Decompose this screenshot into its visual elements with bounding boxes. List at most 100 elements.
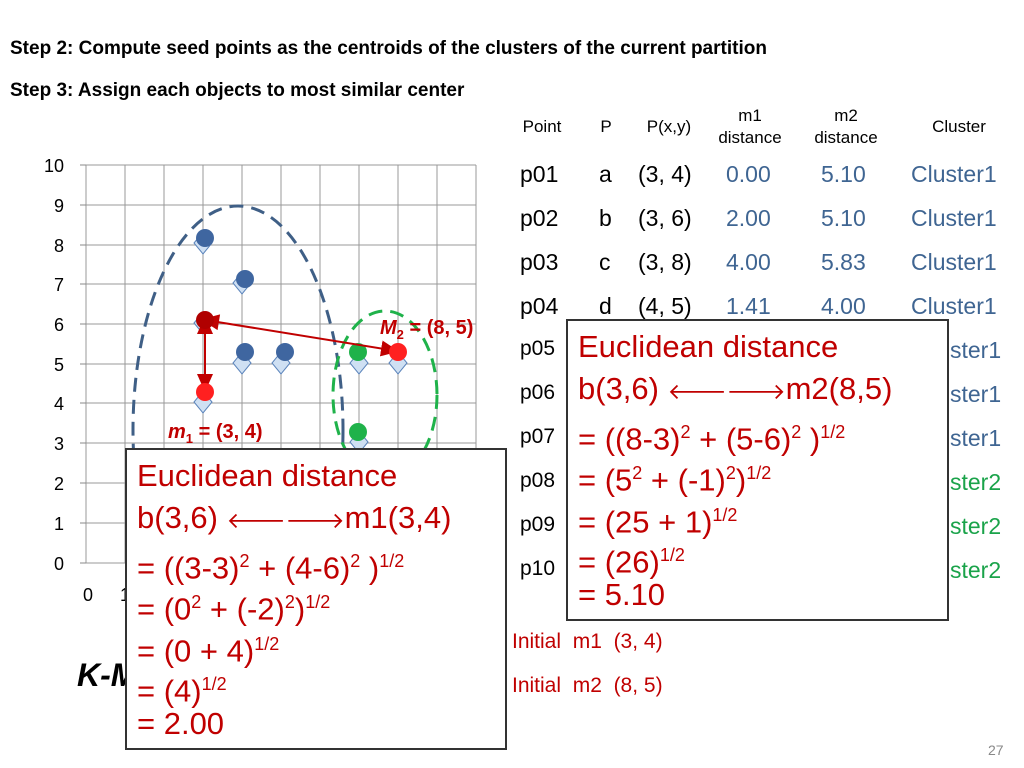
callout-m1-line6: = (4)1/2 xyxy=(137,673,227,709)
row4-point: p04 xyxy=(520,293,559,319)
callout-m1-line5: = (0 + 4)1/2 xyxy=(137,633,280,669)
callout-m1-line2: b(3,6) 🡐🡒m1(3,4) xyxy=(137,500,452,535)
centroid-m2 xyxy=(389,343,407,361)
header-m2-line2: distance xyxy=(814,128,878,147)
header-m2-line1: m2 xyxy=(834,106,858,125)
initial-m1-value: (3, 4) xyxy=(613,630,663,653)
row4-cluster: Cluster1 xyxy=(911,293,997,319)
bidirectional-arrow-icon: 🡐🡒 xyxy=(226,508,345,533)
m2-label: M2 = (8, 5) xyxy=(380,317,473,342)
row1-cluster: Cluster1 xyxy=(911,161,997,187)
row2-point: p02 xyxy=(520,205,559,231)
row3-m2: 5.83 xyxy=(821,249,866,275)
row1-m1: 0.00 xyxy=(726,161,771,187)
header-p: P xyxy=(600,117,612,136)
row10-point: p10 xyxy=(520,557,556,580)
initial-m2-name: m2 xyxy=(572,674,602,697)
row3-pxy: (3, 8) xyxy=(638,249,692,275)
row1-pxy: (3, 4) xyxy=(638,161,692,187)
callout-m2-line1: Euclidean distance xyxy=(578,329,839,364)
cluster2-ellipse xyxy=(331,309,439,481)
row6-cluster: ster1 xyxy=(950,381,1002,407)
row6-point: p06 xyxy=(520,381,556,404)
callout-m1-line3: = ((3-3)2 + (4-6)2 )1/2 xyxy=(137,550,405,586)
callout-distance-m2: Euclidean distance b(3,6) 🡐🡒m2(8,5) = ((… xyxy=(566,319,949,621)
row4-m1: 1.41 xyxy=(726,293,771,319)
callout-m2-line6: = (26)1/2 xyxy=(578,544,685,580)
y-tick-2: 2 xyxy=(54,474,64,494)
initial-m1: Initial m1 (3, 4) xyxy=(512,630,663,654)
m1-label: m1 = (3, 4) xyxy=(168,421,263,446)
initial-m1-label: Initial xyxy=(512,630,562,653)
initial-m2: Initial m2 (8, 5) xyxy=(512,674,663,698)
y-tick-6: 6 xyxy=(54,315,64,335)
callout-m2-line4: = (52 + (-1)2)1/2 xyxy=(578,462,772,498)
row2-m2: 5.10 xyxy=(821,205,866,231)
initial-m1-name: m1 xyxy=(572,630,602,653)
row7-cluster: ster1 xyxy=(950,425,1002,451)
y-tick-4: 4 xyxy=(54,394,64,414)
cluster2-point xyxy=(349,423,367,441)
row1-point: p01 xyxy=(520,161,559,187)
row4-p: d xyxy=(599,293,612,319)
initial-m2-label: Initial xyxy=(512,674,562,697)
cluster1-point xyxy=(236,343,254,361)
row4-pxy: (4, 5) xyxy=(638,293,692,319)
row3-point: p03 xyxy=(520,249,559,275)
row2-m1: 2.00 xyxy=(726,205,771,231)
callout-m1-line1: Euclidean distance xyxy=(137,458,398,493)
y-tick-9: 9 xyxy=(54,196,64,216)
step2-text: Step 2: Compute seed points as the centr… xyxy=(10,38,767,59)
row3-m1: 4.00 xyxy=(726,249,771,275)
header-pxy: P(x,y) xyxy=(646,117,692,136)
y-tick-marks xyxy=(80,164,86,564)
row3-cluster: Cluster1 xyxy=(911,249,997,275)
bidirectional-arrow-icon: 🡐🡒 xyxy=(667,379,786,404)
header-cluster: Cluster xyxy=(932,117,986,136)
cluster1-point xyxy=(276,343,294,361)
callout-m2-line7: = 5.10 xyxy=(578,577,666,612)
row8-cluster: ster2 xyxy=(950,469,1002,495)
header-m1-line2: distance xyxy=(718,128,782,147)
header-m2: m2 distance xyxy=(804,105,888,149)
cluster1-point xyxy=(236,270,254,288)
row5-point: p05 xyxy=(520,337,556,360)
callout-m2-line3: = ((8-3)2 + (5-6)2 )1/2 xyxy=(578,421,846,457)
cluster1-point xyxy=(196,229,214,247)
row4-m2: 4.00 xyxy=(821,293,866,319)
y-tick-3: 3 xyxy=(54,434,64,454)
y-tick-8: 8 xyxy=(54,236,64,256)
callout-m1-line4: = (02 + (-2)2)1/2 xyxy=(137,591,331,627)
callout-m2-line2: b(3,6) 🡐🡒m2(8,5) xyxy=(578,371,893,406)
row9-cluster: ster2 xyxy=(950,513,1002,539)
y-tick-5: 5 xyxy=(54,355,64,375)
x-tick-0: 0 xyxy=(83,585,93,605)
row2-p: b xyxy=(599,205,612,231)
y-tick-7: 7 xyxy=(54,275,64,295)
distance-arrow-m2 xyxy=(201,314,399,357)
row8-point: p08 xyxy=(520,469,556,492)
y-tick-1: 1 xyxy=(54,514,64,534)
row2-cluster: Cluster1 xyxy=(911,205,997,231)
y-tick-0: 0 xyxy=(54,554,64,574)
header-m1-line1: m1 xyxy=(738,106,762,125)
y-tick-10: 10 xyxy=(44,156,64,176)
callout-distance-m1: Euclidean distance b(3,6) 🡐🡒m1(3,4) = ((… xyxy=(125,448,507,750)
row5-cluster: ster1 xyxy=(950,337,1002,363)
callout-m1-line7: = 2.00 xyxy=(137,706,225,741)
callout-m2-line5: = (25 + 1)1/2 xyxy=(578,504,738,540)
row9-point: p09 xyxy=(520,513,556,536)
row3-p: c xyxy=(599,249,611,275)
row7-point: p07 xyxy=(520,425,556,448)
row2-pxy: (3, 6) xyxy=(638,205,692,231)
point-b xyxy=(196,311,214,329)
header-m1: m1 distance xyxy=(708,105,792,149)
row1-p: a xyxy=(599,161,612,187)
step3-text: Step 3: Assign each objects to most simi… xyxy=(10,80,465,101)
row10-cluster: ster2 xyxy=(950,557,1002,583)
page-number: 27 xyxy=(988,742,1004,758)
row1-m2: 5.10 xyxy=(821,161,866,187)
initial-m2-value: (8, 5) xyxy=(613,674,663,697)
centroid-m1 xyxy=(196,383,214,401)
header-point: Point xyxy=(522,117,562,136)
